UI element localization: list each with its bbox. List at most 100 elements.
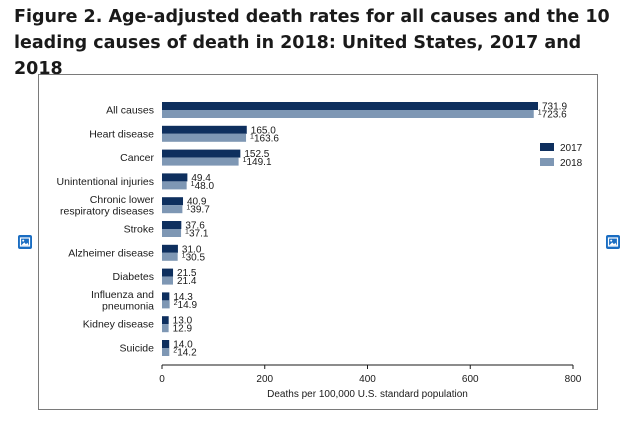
bar-2018-1 — [162, 110, 534, 118]
bar-2017-7 — [162, 244, 178, 253]
bar-2018-4 — [162, 181, 187, 190]
bar-2018-9 — [162, 300, 170, 309]
value-label-2018-6: 137.1 — [185, 229, 209, 240]
bar-2017-8 — [162, 268, 174, 277]
figure-title: Figure 2. Age-adjusted death rates for a… — [14, 7, 610, 79]
bar-2018-2 — [162, 133, 247, 142]
bar-2018-11 — [162, 348, 170, 356]
category-label-3: Cancer — [120, 152, 154, 164]
footnote-marker: 1 — [182, 252, 186, 259]
value-number: 48.0 — [195, 181, 215, 192]
value-label-2017-2: 165.0 — [251, 125, 276, 136]
footnote-marker: 1 — [538, 110, 542, 117]
value-number: 723.6 — [542, 110, 567, 121]
footnote-marker: 1 — [250, 133, 254, 140]
bar-2017-3 — [162, 149, 241, 158]
category-label-4: Unintentional injuries — [57, 176, 154, 188]
x-tick-label: 400 — [359, 374, 376, 385]
category-label-line: Suicide — [120, 343, 155, 355]
footnote-marker: 1 — [191, 181, 195, 188]
value-label-2018-5: 139.7 — [186, 205, 210, 216]
value-label-2017-5: 40.9 — [187, 197, 207, 208]
value-label-2018-2: 1163.6 — [250, 133, 279, 144]
value-label-2017-9: 14.3 — [173, 292, 193, 303]
value-label-2018-1: 1723.6 — [538, 110, 567, 121]
image-icon-glyph — [607, 237, 619, 247]
category-label-6: Stroke — [124, 224, 155, 236]
bar-2018-6 — [162, 229, 182, 237]
bar-2018-5 — [162, 205, 183, 214]
value-label-2018-10: 12.9 — [173, 324, 193, 335]
bar-2017-2 — [162, 125, 247, 134]
value-number: 30.5 — [186, 252, 206, 263]
bar-2018-7 — [162, 252, 178, 261]
image-icon[interactable] — [18, 235, 32, 249]
legend-swatch-2017 — [540, 143, 554, 151]
footnote-marker: 1 — [185, 229, 189, 236]
value-number: 149.1 — [247, 157, 272, 168]
x-tick-label: 0 — [159, 374, 165, 385]
footnote-marker: 1 — [186, 205, 190, 212]
bar-2018-8 — [162, 276, 173, 285]
value-label-2017-11: 14.0 — [173, 340, 193, 351]
category-label-line: Kidney disease — [83, 319, 154, 331]
category-label-9: Influenza and pneumonia — [91, 289, 154, 313]
category-label-line: Stroke — [124, 224, 155, 236]
category-label-8: Diabetes — [113, 271, 154, 283]
footnote-marker: 2 — [174, 300, 178, 307]
value-label-2017-1: 731.9 — [542, 102, 567, 113]
bar-2017-5 — [162, 197, 184, 206]
image-icon[interactable] — [606, 235, 620, 249]
footnote-marker: 1 — [243, 157, 247, 164]
value-label-2017-4: 49.4 — [191, 173, 211, 184]
category-label-7: Alzheimer disease — [68, 247, 154, 259]
value-label-2018-8: 21.4 — [177, 276, 197, 287]
legend-swatch-2018 — [540, 158, 554, 166]
value-label-2017-6: 37.6 — [185, 221, 205, 232]
category-label-line: Cancer — [120, 152, 154, 164]
x-tick-label: 200 — [256, 374, 273, 385]
bar-2017-1 — [162, 102, 539, 110]
value-number: 14.9 — [178, 300, 198, 311]
image-icon-glyph — [19, 237, 31, 247]
x-tick-label: 600 — [462, 374, 479, 385]
value-label-2017-8: 21.5 — [177, 268, 197, 279]
value-label-2018-4: 148.0 — [191, 181, 215, 192]
value-number: 163.6 — [254, 133, 279, 144]
category-label-line: Unintentional injuries — [57, 176, 154, 188]
value-number: 39.7 — [190, 205, 210, 216]
value-number: 14.2 — [177, 348, 197, 359]
category-label-5: Chronic lower respiratory diseases — [60, 194, 154, 218]
category-label-line: Chronic lower — [90, 194, 155, 206]
bar-2017-10 — [162, 316, 169, 325]
bar-2017-9 — [162, 292, 170, 301]
value-label-2017-10: 13.0 — [173, 316, 193, 327]
category-label-10: Kidney disease — [83, 319, 154, 331]
category-label-line: pneumonia — [102, 301, 154, 313]
chart-frame: 731.9 1723.6 All causes 165.0 1163.6 Heart di… — [38, 74, 598, 410]
category-label-line: Diabetes — [113, 271, 154, 283]
value-label-2018-7: 130.5 — [182, 252, 206, 263]
value-label-2018-11: 214.2 — [173, 348, 197, 359]
footnote-marker: 2 — [173, 348, 177, 355]
category-label-2: Heart disease — [89, 128, 154, 140]
x-tick-label: 800 — [565, 374, 582, 385]
category-label-line: respiratory diseases — [60, 205, 154, 217]
category-label-11: Suicide — [120, 343, 155, 355]
legend-label-2017: 2017 — [560, 143, 583, 154]
category-label-line: Heart disease — [89, 128, 154, 140]
value-label-2017-7: 31.0 — [182, 244, 202, 255]
category-label-line: Influenza and — [91, 289, 154, 301]
category-label-1: All causes — [106, 105, 154, 117]
category-label-line: All causes — [106, 105, 154, 117]
category-label-line: Alzheimer disease — [68, 247, 154, 259]
bar-2017-6 — [162, 221, 182, 229]
legend-label-2018: 2018 — [560, 158, 583, 169]
value-label-2018-9: 214.9 — [174, 300, 198, 311]
bar-2018-10 — [162, 324, 169, 333]
value-label-2018-3: 1149.1 — [243, 157, 272, 168]
bar-2017-11 — [162, 340, 170, 348]
value-label-2017-3: 152.5 — [244, 149, 269, 160]
value-number: 37.1 — [189, 229, 209, 240]
